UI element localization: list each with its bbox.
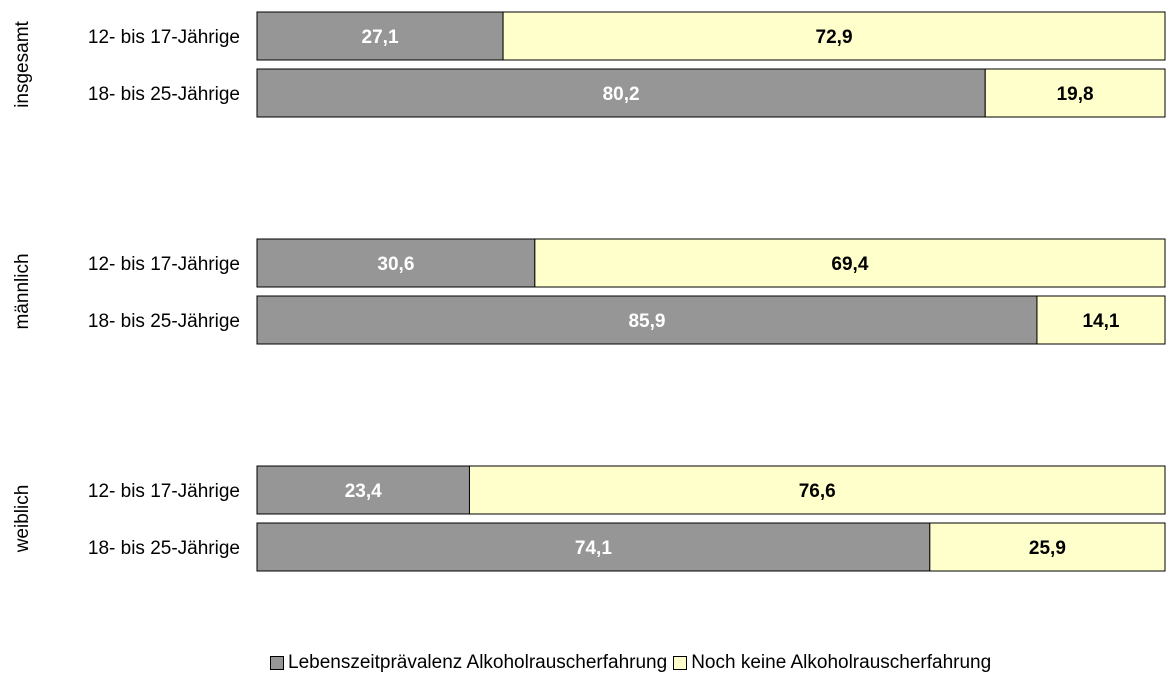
data-label-maennlich-12-bis-17-jaehrige-noch-keine: 69,4 (831, 254, 868, 275)
category-label-maennlich-18-bis-25-jaehrige: 18- bis 25-Jährige (88, 311, 240, 332)
data-label-insgesamt-18-bis-25-jaehrige-noch-keine: 19,8 (1057, 84, 1094, 105)
legend-label-noch-keine: Noch keine Alkoholrauscherfahrung (691, 652, 992, 673)
legend-swatch-yellow (673, 656, 688, 670)
category-label-insgesamt-18-bis-25-jaehrige: 18- bis 25-Jährige (88, 84, 240, 105)
bar-segment-insgesamt-12-bis-17-jaehrige-lebenszeitpraevalenz (256, 11, 504, 61)
bar-segment-weiblich-12-bis-17-jaehrige-lebenszeitpraevalenz (256, 465, 470, 515)
data-label-weiblich-18-bis-25-jaehrige-lebenszeitpraevalenz: 74,1 (575, 538, 612, 559)
data-label-insgesamt-18-bis-25-jaehrige-lebenszeitpraevalenz: 80,2 (603, 84, 640, 105)
bar-segment-maennlich-12-bis-17-jaehrige-noch-keine (534, 238, 1166, 288)
data-label-insgesamt-12-bis-17-jaehrige-lebenszeitpraevalenz: 27,1 (362, 27, 399, 48)
data-label-maennlich-18-bis-25-jaehrige-noch-keine: 14,1 (1082, 311, 1119, 332)
legend: Lebenszeitprävalenz Alkoholrauscherfahru… (270, 652, 997, 674)
bar-segment-insgesamt-12-bis-17-jaehrige-noch-keine (502, 11, 1166, 61)
data-label-maennlich-12-bis-17-jaehrige-lebenszeitpraevalenz: 30,6 (377, 254, 414, 275)
bar-segment-insgesamt-18-bis-25-jaehrige-lebenszeitpraevalenz (256, 68, 986, 118)
bar-segment-weiblich-18-bis-25-jaehrige-noch-keine (929, 522, 1166, 572)
group-label-maennlich: männlich (12, 253, 33, 329)
legend-item-noch-keine: Noch keine Alkoholrauscherfahrung (673, 652, 991, 674)
legend-swatch-gray (270, 656, 284, 670)
legend-item-lebenszeitpraevalenz: Lebenszeitprävalenz Alkoholrauscherfahru… (270, 652, 667, 674)
bar-segment-insgesamt-18-bis-25-jaehrige-noch-keine (984, 68, 1166, 118)
bar-segment-maennlich-18-bis-25-jaehrige-lebenszeitpraevalenz (256, 295, 1038, 345)
category-label-weiblich-12-bis-17-jaehrige: 12- bis 17-Jährige (88, 481, 240, 502)
category-label-maennlich-12-bis-17-jaehrige: 12- bis 17-Jährige (88, 254, 240, 275)
bar-segment-maennlich-18-bis-25-jaehrige-noch-keine (1036, 295, 1166, 345)
bar-segment-weiblich-12-bis-17-jaehrige-noch-keine (468, 465, 1166, 515)
group-label-insgesamt: insgesamt (12, 20, 33, 107)
data-label-weiblich-12-bis-17-jaehrige-noch-keine: 76,6 (799, 481, 836, 502)
category-label-insgesamt-12-bis-17-jaehrige: 12- bis 17-Jährige (88, 27, 240, 48)
group-label-weiblich: weiblich (12, 485, 33, 554)
data-label-insgesamt-12-bis-17-jaehrige-noch-keine: 72,9 (816, 27, 853, 48)
data-label-maennlich-18-bis-25-jaehrige-lebenszeitpraevalenz: 85,9 (628, 311, 665, 332)
data-label-weiblich-12-bis-17-jaehrige-lebenszeitpraevalenz: 23,4 (345, 481, 382, 502)
data-label-weiblich-18-bis-25-jaehrige-noch-keine: 25,9 (1029, 538, 1066, 559)
category-label-weiblich-18-bis-25-jaehrige: 18- bis 25-Jährige (88, 538, 240, 559)
bar-segment-maennlich-12-bis-17-jaehrige-lebenszeitpraevalenz (256, 238, 536, 288)
legend-label-lebenszeitpraevalenz: Lebenszeitprävalenz Alkoholrauscherfahru… (288, 652, 668, 673)
